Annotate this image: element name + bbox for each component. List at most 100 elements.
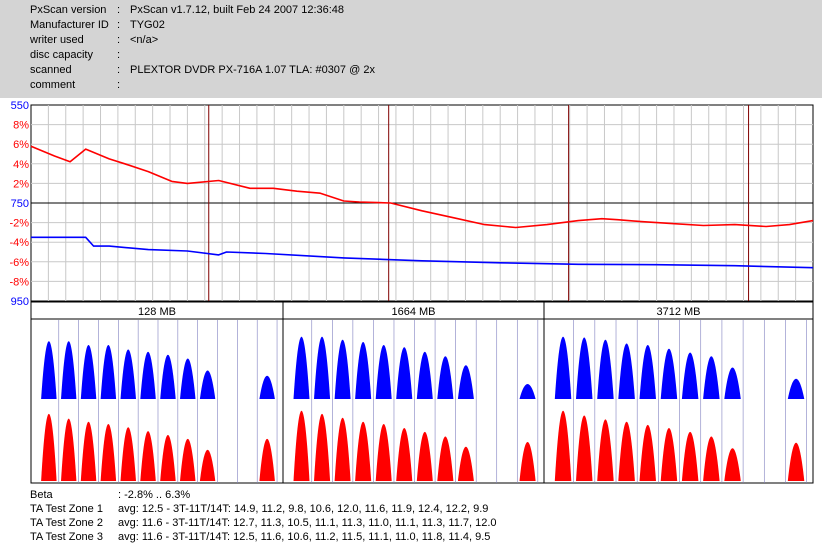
ta-red-peak: [100, 424, 117, 481]
ta-red-peak: [681, 431, 699, 481]
y-tick-label: 550: [11, 100, 29, 112]
ta-red-peak: [375, 424, 392, 481]
ta-red-peak: [457, 446, 474, 481]
ta-red-peak: [396, 427, 413, 481]
y-tick-label: -8%: [9, 276, 29, 288]
header-label: disc capacity: [30, 49, 93, 61]
ta-red-peak: [576, 415, 593, 481]
beta-jitter-chart: 550 8% 6% 4% 2% 750 -2% -4% -6% -8% 950 128 MB 1664 …: [9, 100, 814, 484]
ta-red-peak: [61, 418, 77, 481]
ta-blue-peak: [180, 358, 196, 399]
y-tick-label: -2%: [9, 218, 29, 230]
ta-red-peak: [639, 424, 656, 481]
ta-blue-peak: [140, 351, 156, 399]
ta-red-peak: [724, 448, 741, 481]
ta-blue-peak: [61, 341, 77, 399]
ta-red-peak: [293, 410, 310, 481]
ta-blue-peak: [639, 345, 656, 399]
y-tick-label: 2%: [13, 178, 29, 190]
ta-blue-peak: [396, 347, 413, 399]
ta-red-peak: [554, 410, 572, 481]
summary-panel: Beta : -2.8% .. 6.3% TA Test Zone 1 avg:…: [0, 486, 822, 551]
ta-blue-peak: [724, 367, 741, 399]
y-tick-label: 8%: [13, 120, 29, 132]
ta-red-peak: [416, 431, 433, 481]
summary-value: avg: 12.5 - 3T-11T/14T: 14.9, 11.2, 9.8,…: [118, 503, 489, 515]
ta-blue-peak: [80, 345, 97, 399]
ta-red-peak: [41, 413, 57, 481]
ta-blue-peak: [554, 336, 572, 399]
ta-red-peak: [618, 421, 635, 481]
ta-red-peak: [160, 435, 176, 481]
summary-value: avg: 11.6 - 3T-11T/14T: 12.5, 11.6, 10.6…: [118, 531, 491, 543]
header-label: PxScan version: [30, 4, 107, 16]
ta-zone-label: 3712 MB: [656, 306, 700, 318]
ta-blue-peak: [519, 384, 536, 399]
ta-red-peak: [660, 427, 678, 481]
summary-label: TA Test Zone 1: [30, 503, 103, 515]
ta-blue-peak: [355, 342, 372, 399]
ta-blue-peak: [437, 356, 454, 399]
y-tick-label: 950: [11, 296, 29, 308]
ta-red-peak: [314, 413, 331, 481]
ta-red-peak: [437, 436, 454, 481]
header-colon: :: [117, 4, 121, 16]
header-colon: :: [117, 79, 121, 91]
ta-blue-peak: [787, 378, 805, 399]
jitter-series-line: [31, 236, 814, 269]
ta-blue-peak: [41, 341, 57, 399]
ta-blue-peak: [100, 345, 117, 399]
ta-blue-peak: [660, 348, 678, 399]
ta-red-peak: [787, 442, 805, 481]
ta-blue-peak: [457, 365, 474, 399]
ta-zone-label: 128 MB: [138, 306, 176, 318]
ta-red-peak: [180, 438, 196, 481]
ta-blue-peak: [618, 343, 635, 399]
ta-red-peak: [355, 421, 372, 481]
summary-label: Beta: [30, 489, 53, 501]
ta-blue-peak: [681, 352, 699, 399]
ta-blue-peak: [703, 356, 720, 399]
ta-blue-peak: [293, 336, 310, 399]
header-value: <n/a>: [130, 34, 159, 46]
ta-blue-peak: [375, 345, 392, 399]
ta-red-peak: [140, 431, 156, 481]
summary-label: TA Test Zone 2: [30, 517, 103, 529]
summary-value: avg: 11.6 - 3T-11T/14T: 12.7, 11.3, 10.5…: [118, 517, 497, 529]
ta-red-peak: [597, 419, 614, 481]
y-tick-label: 750: [11, 198, 29, 210]
y-tick-label: -6%: [9, 257, 29, 269]
ta-red-peak: [259, 438, 275, 481]
header-label: comment: [30, 79, 76, 91]
ta-blue-peak: [597, 339, 614, 399]
ta-red-peak: [120, 427, 136, 481]
header-value: PLEXTOR DVDR PX-716A 1.07 TLA: #0307 @ 2…: [130, 64, 375, 76]
header-colon: :: [117, 64, 121, 76]
summary-label: TA Test Zone 3: [30, 531, 103, 543]
header-value: PxScan v1.7.12, built Feb 24 2007 12:36:…: [130, 4, 345, 16]
ta-blue-peak: [416, 351, 433, 399]
y-tick-label: -4%: [9, 237, 29, 249]
ta-red-peak: [334, 417, 351, 481]
ta-red-peak: [80, 421, 97, 481]
header-label: writer used: [30, 34, 84, 46]
summary-value: : -2.8% .. 6.3%: [118, 489, 191, 501]
header-label: Manufacturer ID: [30, 19, 109, 31]
ta-blue-peak: [314, 336, 331, 399]
ta-blue-peak: [120, 349, 136, 399]
ta-blue-peak: [199, 370, 216, 399]
y-tick-label: 4%: [13, 159, 29, 171]
header-label: scanned: [30, 64, 72, 76]
ta-zone-label: 1664 MB: [391, 306, 435, 318]
ta-blue-peak: [334, 339, 351, 399]
ta-red-peak: [519, 442, 536, 481]
ta-blue-peak: [576, 337, 593, 399]
y-tick-label: 6%: [13, 139, 29, 151]
ta-red-peak: [199, 449, 216, 481]
header-value: TYG02: [130, 19, 165, 31]
scan-info-header: PxScan version : PxScan v1.7.12, built F…: [0, 0, 822, 98]
header-colon: :: [117, 19, 121, 31]
ta-blue-peak: [160, 354, 176, 399]
ta-red-peak: [703, 436, 720, 481]
header-colon: :: [117, 34, 121, 46]
